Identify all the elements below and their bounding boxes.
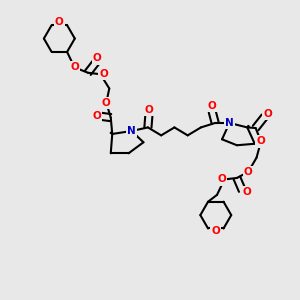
Text: N: N <box>225 118 234 128</box>
Text: O: O <box>100 69 108 79</box>
Text: O: O <box>212 226 220 236</box>
Text: O: O <box>242 187 251 197</box>
Text: O: O <box>263 109 272 119</box>
Polygon shape <box>110 132 112 134</box>
Text: O: O <box>244 167 253 177</box>
Text: O: O <box>207 101 216 111</box>
Text: O: O <box>217 174 226 184</box>
Polygon shape <box>247 125 249 128</box>
Text: O: O <box>70 62 79 72</box>
Text: O: O <box>102 98 111 108</box>
Text: N: N <box>127 126 136 136</box>
Text: O: O <box>55 17 64 27</box>
Text: O: O <box>144 105 153 115</box>
Text: O: O <box>92 111 101 121</box>
Text: O: O <box>93 53 101 64</box>
Text: O: O <box>256 136 265 146</box>
